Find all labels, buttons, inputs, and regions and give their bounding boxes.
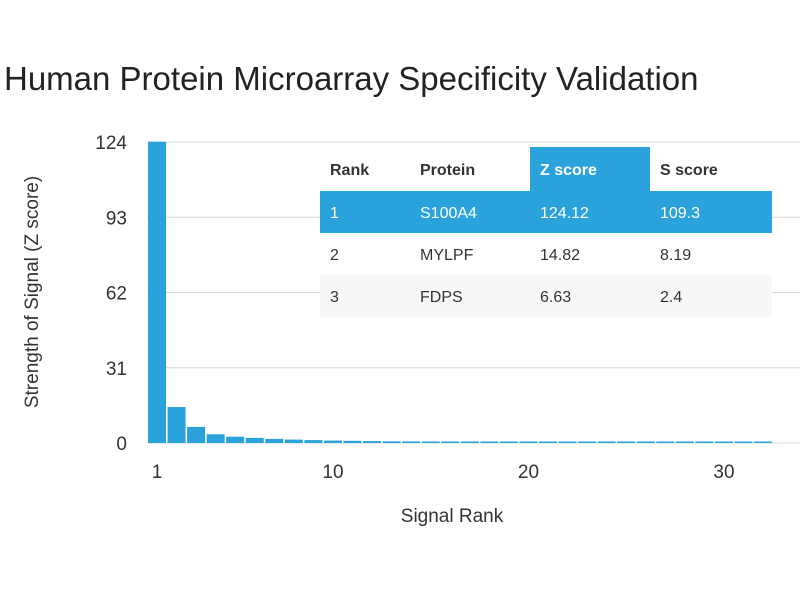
table-cell: 6.63 [540, 289, 571, 306]
bar [519, 441, 538, 443]
x-tick-labels: 1 10 20 30 [152, 462, 735, 483]
bar [754, 441, 773, 443]
bar [323, 440, 342, 443]
bar [675, 441, 694, 443]
table-cell: 14.82 [540, 247, 580, 264]
bar [539, 441, 557, 443]
y-tick-label: 93 [106, 208, 127, 229]
bar [695, 441, 714, 443]
bar [578, 441, 597, 443]
bar [284, 439, 303, 443]
bar [402, 441, 421, 443]
x-tick-label: 1 [152, 462, 163, 483]
x-tick-label: 30 [713, 462, 734, 483]
bar [460, 441, 479, 443]
bar [597, 441, 616, 443]
table-cell: 2.4 [660, 289, 682, 306]
bar [304, 440, 323, 443]
y-tick-label: 124 [95, 133, 127, 154]
bar [167, 407, 186, 443]
bar [499, 441, 518, 443]
rank-table: Rank Protein Z score S score 1 S100A4 124.12 10… [320, 147, 772, 317]
chart-title: Human Protein Microarray Specificity Val… [4, 60, 699, 97]
bar [441, 441, 460, 443]
x-axis-label: Signal Rank [401, 506, 504, 527]
bar [343, 440, 362, 443]
bar [714, 441, 733, 443]
y-tick-labels: 0 31 62 93 124 [95, 133, 127, 455]
table-cell: FDPS [420, 289, 463, 306]
table-cell: 8.19 [660, 247, 691, 264]
bar [245, 437, 264, 443]
bar [187, 426, 206, 443]
x-tick-label: 20 [518, 462, 539, 483]
header-highlight [530, 147, 650, 191]
bar [734, 441, 753, 443]
bar [148, 141, 166, 443]
bar [558, 441, 577, 443]
bar [206, 434, 225, 443]
bar [421, 441, 440, 443]
y-axis-label: Strength of Signal (Z score) [22, 176, 43, 408]
table-cell: 3 [330, 289, 339, 306]
table-cell: S100A4 [420, 205, 477, 222]
y-tick-label: 0 [116, 434, 127, 455]
bars [148, 141, 773, 443]
bar [382, 441, 401, 443]
bar [617, 441, 636, 443]
table-row [320, 233, 772, 275]
bar [265, 438, 284, 443]
table-cell: 1 [330, 205, 339, 222]
bar [226, 436, 245, 443]
table-header-cell: Z score [540, 162, 597, 179]
bar [656, 441, 675, 443]
table-cell: 124.12 [540, 205, 589, 222]
bar [363, 441, 382, 443]
x-tick-label: 10 [322, 462, 343, 483]
table-header-cell: Rank [330, 162, 369, 179]
table-row [320, 275, 772, 317]
table-header-cell: S score [660, 162, 718, 179]
table-cell: MYLPF [420, 247, 474, 264]
y-tick-label: 62 [106, 284, 127, 305]
y-tick-label: 31 [106, 359, 127, 380]
table-header-cell: Protein [420, 162, 475, 179]
table-cell: 109.3 [660, 205, 700, 222]
table-cell: 2 [330, 247, 339, 264]
table-row [320, 191, 772, 233]
bar [636, 441, 655, 443]
bar [480, 441, 499, 443]
